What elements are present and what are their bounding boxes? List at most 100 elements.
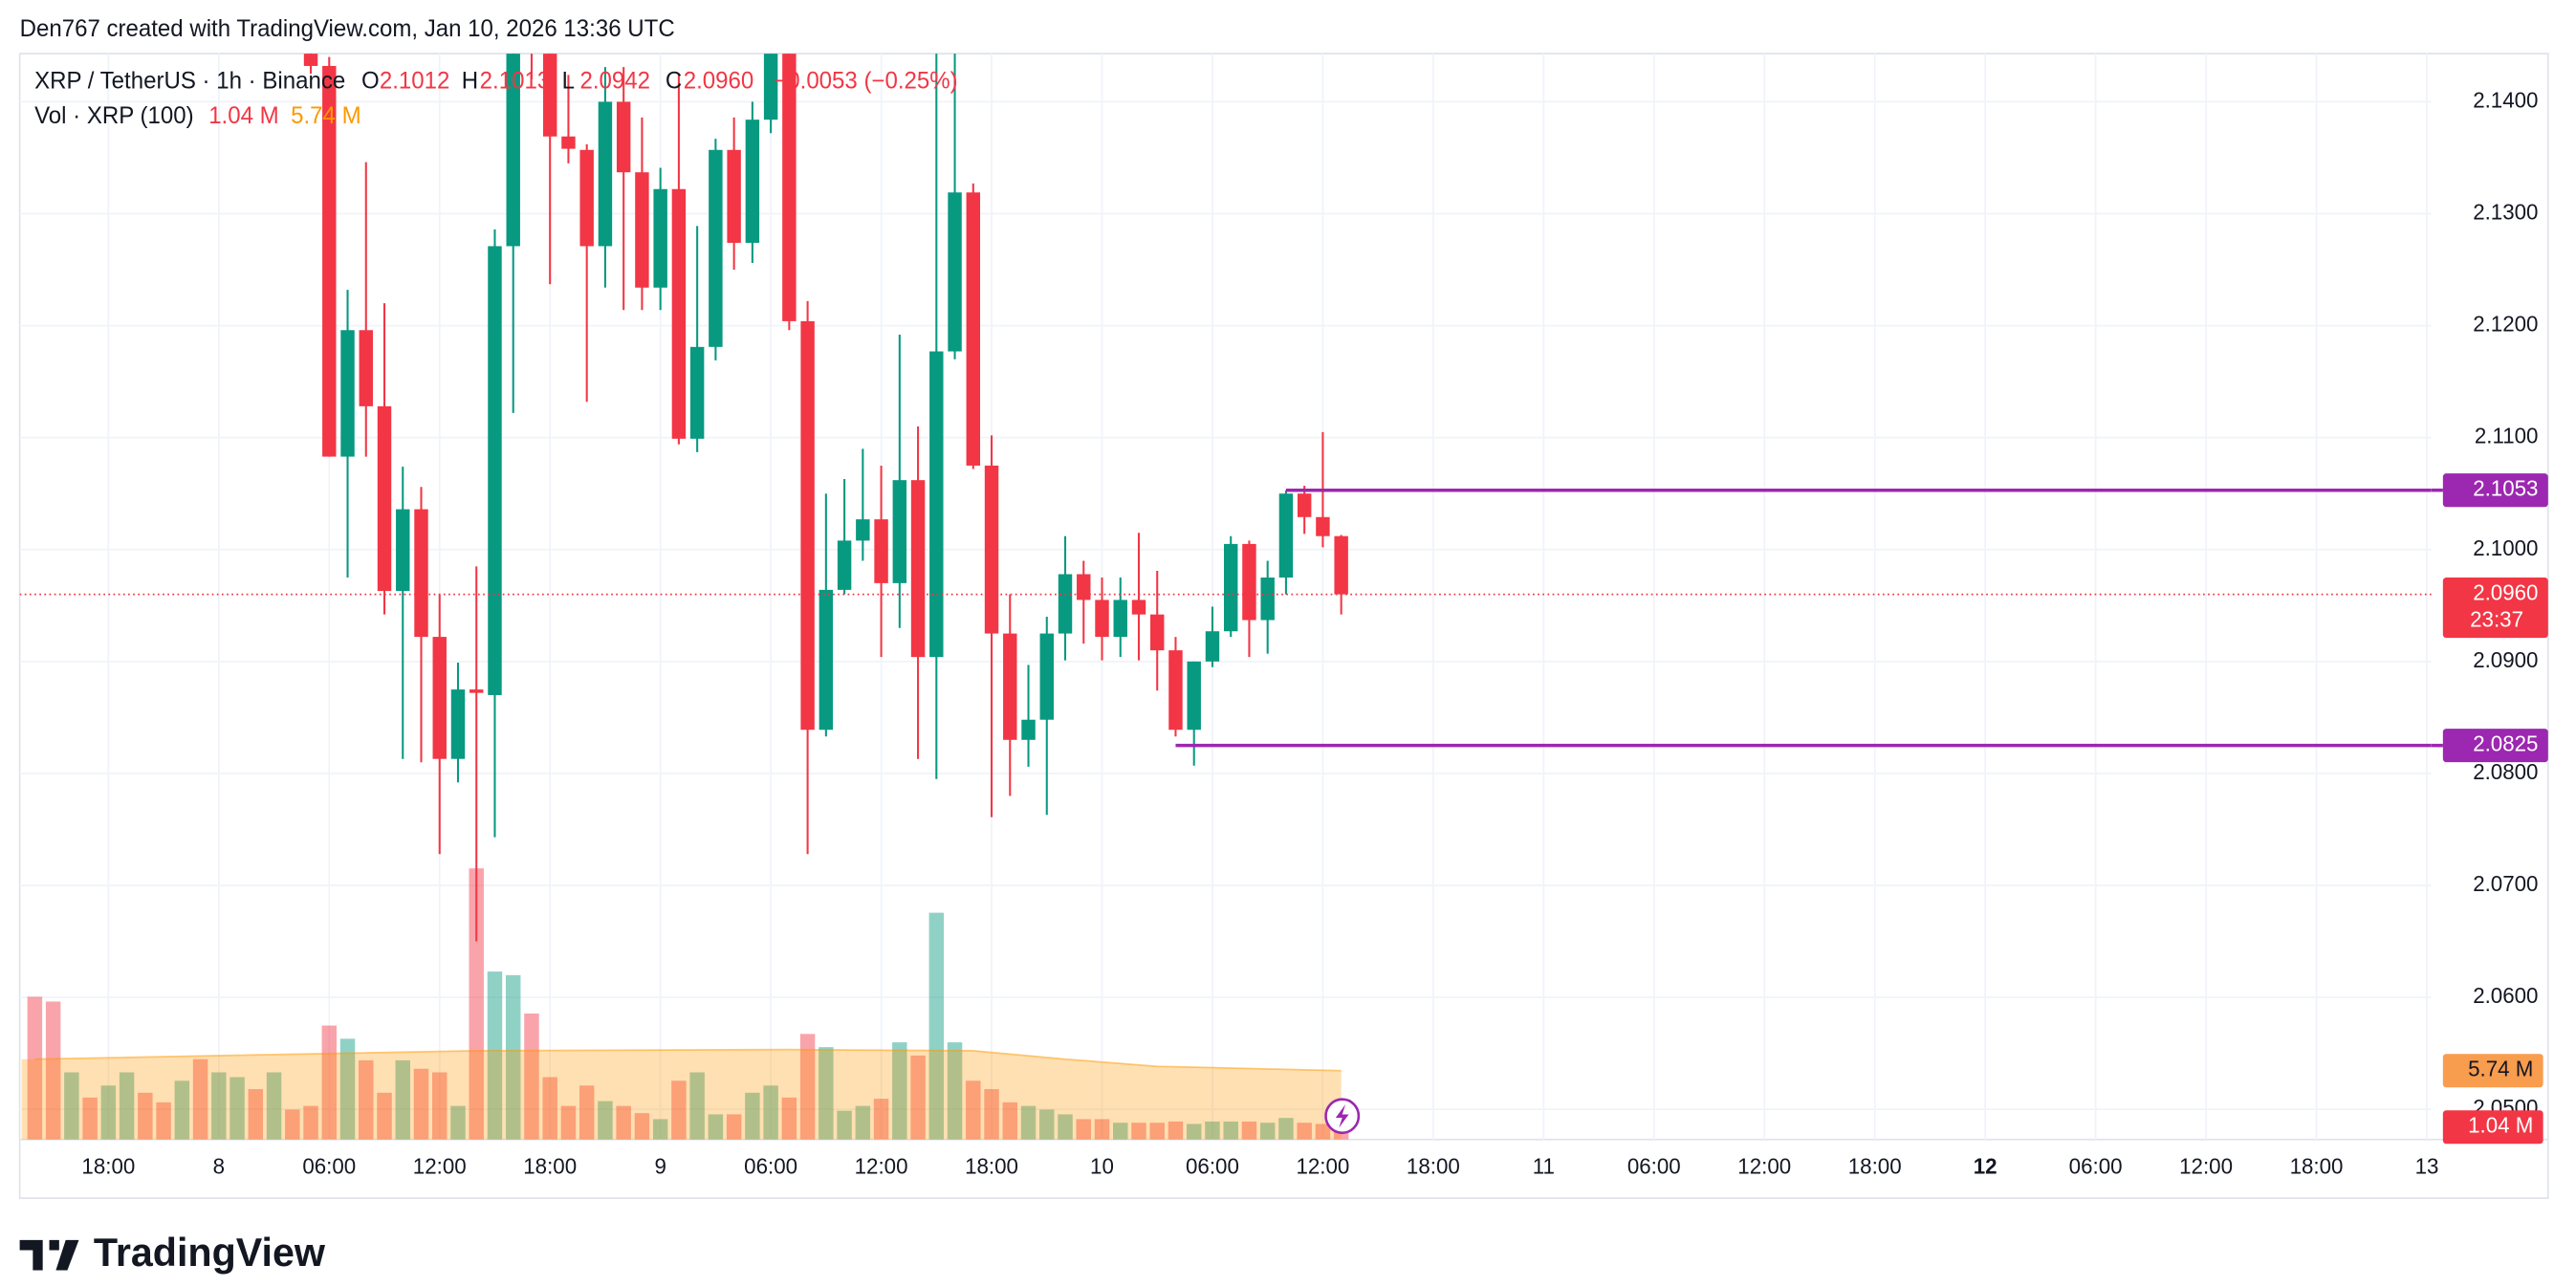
volume-bar [837, 1110, 852, 1140]
volume-ma-value: 5.74 M [291, 103, 360, 129]
candle-body [984, 465, 999, 634]
volume-bar [616, 1105, 631, 1140]
volume-bar [966, 1080, 981, 1140]
x-tick-label: 18:00 [81, 1154, 135, 1178]
volume-bar [1020, 1105, 1037, 1140]
candle-body [598, 101, 613, 247]
candle-body [929, 351, 944, 658]
candle-body [377, 405, 392, 592]
volume-box [2442, 1110, 2543, 1145]
volume-bar [560, 1105, 577, 1140]
volume-bar [487, 971, 503, 1140]
candle-body [800, 320, 815, 731]
volume-bar [211, 1072, 227, 1140]
candle-body [966, 192, 981, 466]
volume-bar [1058, 1114, 1073, 1140]
x-tick-label: 12:00 [2179, 1154, 2233, 1178]
volume-bar [781, 1097, 797, 1140]
volume-bar [579, 1085, 595, 1140]
level-box [2442, 729, 2548, 763]
volume-bar [505, 974, 521, 1140]
candle-body [745, 120, 760, 243]
candle-body [856, 519, 870, 541]
candle-body [579, 149, 594, 247]
candle-body [542, 54, 557, 137]
x-tick-label: 06:00 [744, 1154, 797, 1178]
candle-body [1039, 633, 1054, 720]
volume-bar [27, 996, 43, 1140]
level-label: 2.1053 [2473, 477, 2538, 501]
volume-bar [64, 1072, 79, 1140]
volume-bar [652, 1119, 668, 1140]
volume-bar [984, 1089, 999, 1140]
x-tick-label: 06:00 [302, 1154, 356, 1178]
ohlc-label: C [666, 68, 682, 94]
volume-bar [1113, 1123, 1128, 1140]
candle-body [396, 509, 410, 592]
volume-bar [1241, 1121, 1257, 1140]
candle-body [1334, 535, 1348, 595]
candle-body [1168, 650, 1183, 731]
volume-bar [45, 1001, 61, 1140]
volume-value: 1.04 M [208, 103, 278, 129]
candle-body [1077, 574, 1091, 600]
volume-bar [450, 1105, 466, 1140]
volume-bar [1259, 1123, 1276, 1140]
volume-bar [1076, 1119, 1091, 1140]
y-tick-label: 2.0600 [2473, 984, 2538, 1008]
candle-body [1021, 719, 1036, 740]
alert-icon[interactable] [1324, 1098, 1361, 1135]
volume-bar [82, 1097, 98, 1140]
volume-bar [928, 912, 945, 1140]
volume-bar [413, 1068, 429, 1140]
volume-bar [634, 1113, 650, 1140]
y-tick-label: 2.1200 [2473, 312, 2538, 336]
candle-body [322, 65, 337, 457]
volume-bar [726, 1114, 742, 1140]
candle-body [414, 509, 428, 638]
y-tick-label: 2.0700 [2473, 872, 2538, 896]
volume-bar [229, 1077, 245, 1140]
volume-bar [174, 1080, 190, 1140]
x-tick-label: 12:00 [855, 1154, 908, 1178]
x-tick-label: 18:00 [1407, 1154, 1460, 1178]
y-tick-label: 2.0900 [2473, 648, 2538, 672]
ohlc-value: 2.1012 [380, 68, 450, 94]
candle-body [948, 192, 962, 352]
candle-body [488, 246, 502, 695]
volume-bar [671, 1080, 687, 1140]
candle-body [1095, 600, 1109, 638]
volume-bar [1131, 1123, 1146, 1140]
candle-body [689, 346, 705, 439]
volume-bar [1315, 1123, 1331, 1140]
candle-body [709, 149, 723, 347]
x-tick-label: 10 [1090, 1154, 1114, 1178]
candle-body [635, 172, 649, 288]
ohlc-value: 2.1013 [480, 68, 551, 94]
x-tick-label: 12 [1974, 1154, 1997, 1178]
volume-bar [285, 1109, 300, 1140]
candle-body [450, 689, 466, 759]
volume-bar [708, 1114, 724, 1140]
volume-bar [1278, 1118, 1294, 1140]
volume-bar [689, 1072, 705, 1140]
volume-bar [339, 1038, 356, 1140]
candle-body [1205, 631, 1220, 662]
x-tick-label: 9 [654, 1154, 666, 1178]
candle-body [763, 54, 778, 120]
volume-bar [598, 1101, 613, 1140]
volume-bar [1039, 1109, 1055, 1140]
volume-bar [1297, 1123, 1312, 1140]
chart-frame [18, 53, 2549, 1199]
volume-bar [1168, 1121, 1184, 1140]
volume-bar [910, 1055, 926, 1140]
volume-ma-box [2442, 1054, 2543, 1088]
x-tick-label: 8 [213, 1154, 225, 1178]
volume-bar [1223, 1121, 1238, 1140]
last-price-box [2442, 578, 2548, 639]
volume-bar [248, 1089, 264, 1140]
level-label: 2.0825 [2473, 731, 2538, 755]
volume-bar [1094, 1119, 1110, 1140]
